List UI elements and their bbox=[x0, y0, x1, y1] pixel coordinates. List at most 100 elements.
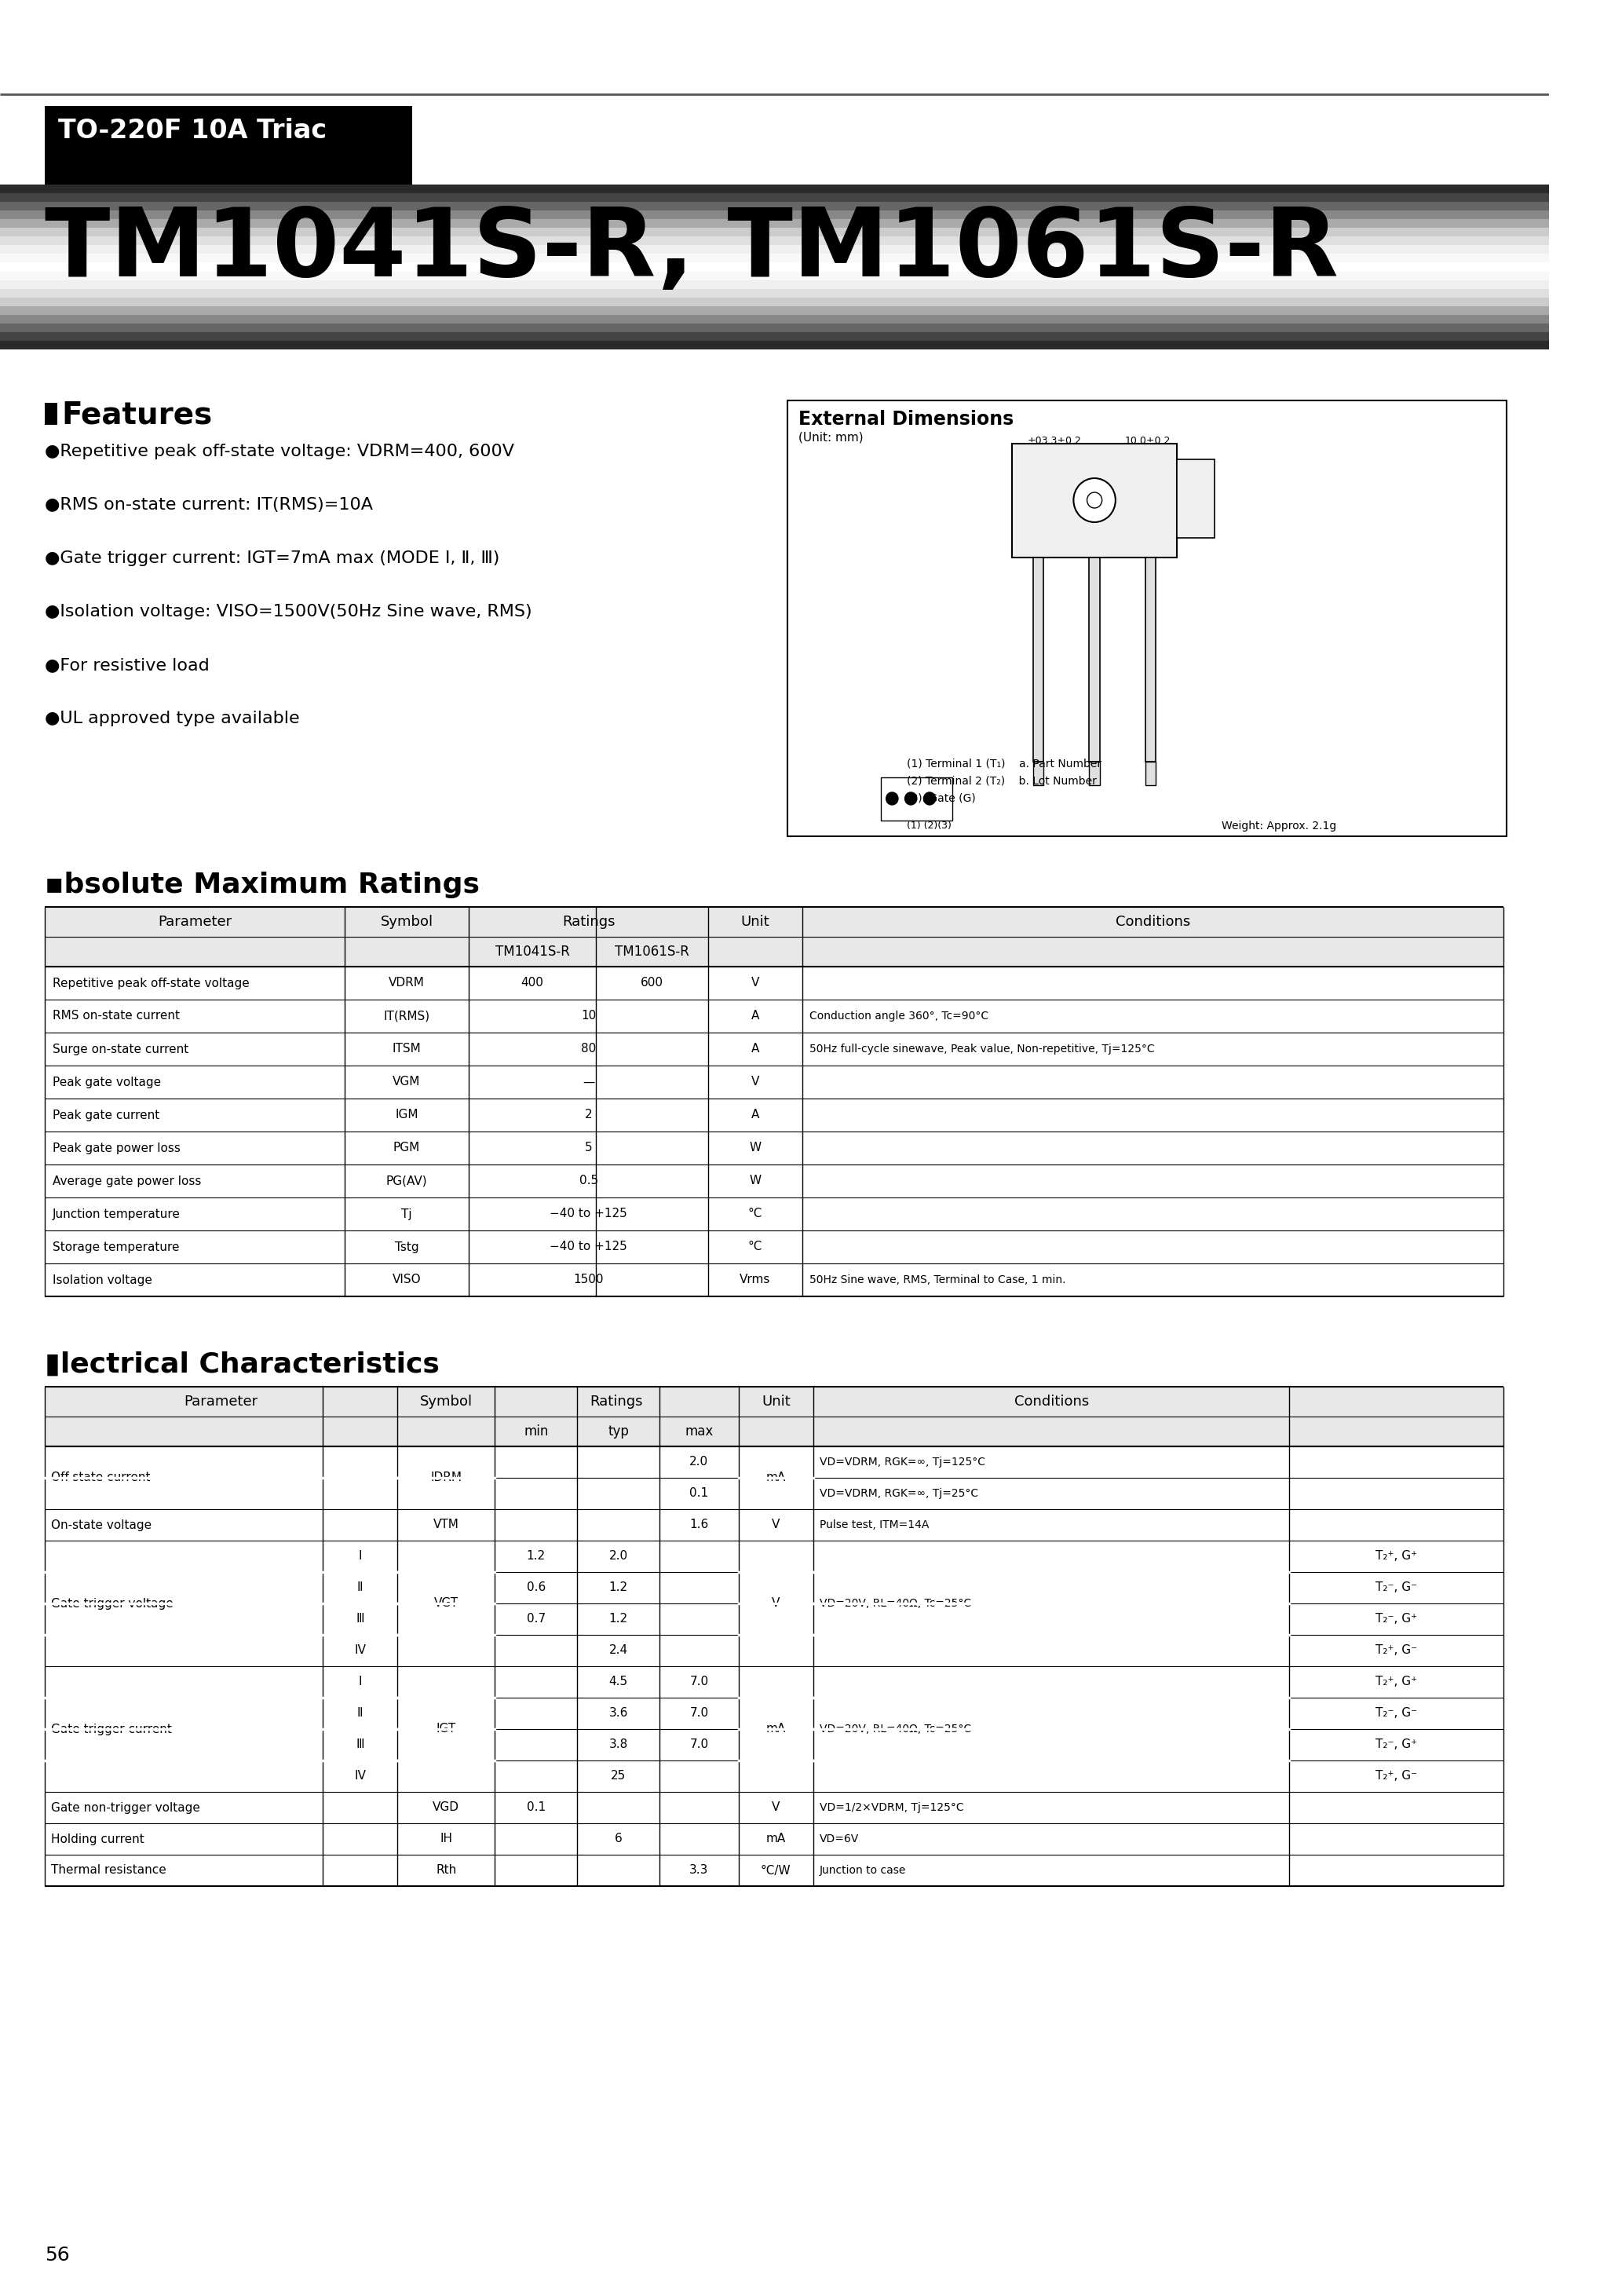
Text: PGM: PGM bbox=[393, 1141, 420, 1155]
Text: Thermal resistance: Thermal resistance bbox=[50, 1864, 165, 1876]
Text: IH: IH bbox=[440, 1832, 453, 1846]
Bar bbox=[0, 236, 1549, 246]
Text: ●Repetitive peak off-state voltage: VDRM=400, 600V: ●Repetitive peak off-state voltage: VDRM… bbox=[45, 443, 514, 459]
Text: V: V bbox=[751, 978, 759, 990]
Text: Holding current: Holding current bbox=[50, 1832, 144, 1846]
Bar bbox=[1012, 443, 1178, 558]
Text: Ratings: Ratings bbox=[590, 1394, 642, 1410]
Bar bbox=[0, 255, 1549, 264]
Bar bbox=[0, 298, 1549, 305]
Text: Conditions: Conditions bbox=[1014, 1394, 1088, 1410]
Text: 7.0: 7.0 bbox=[689, 1708, 709, 1720]
Text: Peak gate voltage: Peak gate voltage bbox=[52, 1077, 161, 1088]
Text: Average gate power loss: Average gate power loss bbox=[52, 1176, 201, 1187]
Text: TM1061S-R: TM1061S-R bbox=[615, 944, 689, 960]
Text: VDRM: VDRM bbox=[389, 978, 425, 990]
Text: 1.2: 1.2 bbox=[608, 1614, 628, 1626]
Text: 3.6: 3.6 bbox=[608, 1708, 628, 1720]
Bar bbox=[0, 202, 1549, 211]
Bar bbox=[45, 106, 412, 184]
Bar bbox=[0, 211, 1549, 220]
Text: 0.5: 0.5 bbox=[579, 1176, 599, 1187]
Text: Rth: Rth bbox=[436, 1864, 456, 1876]
Text: 10: 10 bbox=[581, 1010, 595, 1022]
Text: (Unit: mm): (Unit: mm) bbox=[798, 432, 863, 443]
Text: V: V bbox=[772, 1598, 780, 1609]
Text: ▪bsolute Maximum Ratings: ▪bsolute Maximum Ratings bbox=[45, 872, 480, 898]
Text: Vrms: Vrms bbox=[740, 1274, 770, 1286]
Text: Gate trigger current: Gate trigger current bbox=[50, 1724, 172, 1736]
Bar bbox=[0, 315, 1549, 324]
Text: On-state voltage: On-state voltage bbox=[50, 1520, 151, 1531]
Bar bbox=[0, 305, 1549, 315]
Bar bbox=[0, 193, 1549, 202]
Bar bbox=[0, 324, 1549, 333]
Bar bbox=[0, 333, 1549, 342]
Text: A: A bbox=[751, 1042, 759, 1054]
Text: ●Isolation voltage: VISO=1500V(50Hz Sine wave, RMS): ●Isolation voltage: VISO=1500V(50Hz Sine… bbox=[45, 604, 532, 620]
Text: mA: mA bbox=[766, 1832, 785, 1846]
Bar bbox=[1178, 459, 1215, 537]
Text: Ratings: Ratings bbox=[561, 914, 615, 930]
Text: 3.3: 3.3 bbox=[689, 1864, 709, 1876]
Text: 10.0±0.2: 10.0±0.2 bbox=[1124, 436, 1171, 445]
Text: TO-220F 10A Triac: TO-220F 10A Triac bbox=[58, 117, 328, 145]
Text: VGM: VGM bbox=[393, 1077, 420, 1088]
Circle shape bbox=[886, 792, 899, 806]
Text: 2.4: 2.4 bbox=[608, 1644, 628, 1655]
Text: V: V bbox=[772, 1520, 780, 1531]
Text: max: max bbox=[684, 1424, 714, 1440]
Text: ●RMS on-state current: IT(RMS)=10A: ●RMS on-state current: IT(RMS)=10A bbox=[45, 496, 373, 512]
Text: Weight: Approx. 2.1g: Weight: Approx. 2.1g bbox=[1221, 820, 1337, 831]
Bar bbox=[0, 271, 1549, 280]
Text: V: V bbox=[772, 1802, 780, 1814]
Bar bbox=[0, 340, 1549, 349]
Text: IT(RMS): IT(RMS) bbox=[383, 1010, 430, 1022]
Text: Peak gate power loss: Peak gate power loss bbox=[52, 1141, 180, 1155]
Bar bbox=[0, 218, 1549, 227]
Text: Ⅲ: Ⅲ bbox=[355, 1738, 363, 1750]
Text: W: W bbox=[749, 1141, 761, 1155]
Text: RMS on-state current: RMS on-state current bbox=[52, 1010, 180, 1022]
Text: A: A bbox=[751, 1010, 759, 1022]
Text: 2.0: 2.0 bbox=[689, 1456, 709, 1467]
Text: T₂⁻, G⁻: T₂⁻, G⁻ bbox=[1375, 1708, 1418, 1720]
Text: ▮lectrical Characteristics: ▮lectrical Characteristics bbox=[45, 1352, 440, 1378]
Text: 7.0: 7.0 bbox=[689, 1738, 709, 1750]
Bar bbox=[0, 262, 1549, 271]
Text: VISO: VISO bbox=[393, 1274, 422, 1286]
Circle shape bbox=[905, 792, 916, 806]
Text: Gate non-trigger voltage: Gate non-trigger voltage bbox=[50, 1802, 200, 1814]
Text: 1.6: 1.6 bbox=[689, 1520, 709, 1531]
Text: Ⅳ: Ⅳ bbox=[354, 1644, 365, 1655]
Text: Off-state current: Off-state current bbox=[50, 1472, 151, 1483]
Text: T₂⁻, G⁺: T₂⁻, G⁺ bbox=[1375, 1614, 1418, 1626]
Text: Tj: Tj bbox=[401, 1208, 412, 1219]
Text: VD=VDRM, RGK=∞, Tj=125°C: VD=VDRM, RGK=∞, Tj=125°C bbox=[819, 1456, 985, 1467]
Text: VD=1/2×VDRM, Tj=125°C: VD=1/2×VDRM, Tj=125°C bbox=[819, 1802, 963, 1814]
Text: (2) Terminal 2 (T₂)    b. Lot Number: (2) Terminal 2 (T₂) b. Lot Number bbox=[907, 776, 1096, 785]
Text: 1500: 1500 bbox=[573, 1274, 603, 1286]
Text: Ⅱ: Ⅱ bbox=[357, 1708, 363, 1720]
Text: °C: °C bbox=[748, 1242, 762, 1254]
Text: Ⅲ: Ⅲ bbox=[355, 1614, 363, 1626]
Text: T₂⁺, G⁺: T₂⁺, G⁺ bbox=[1375, 1676, 1418, 1688]
Bar bbox=[0, 246, 1549, 255]
Text: Symbol: Symbol bbox=[380, 914, 433, 930]
Text: Gate trigger voltage: Gate trigger voltage bbox=[50, 1598, 174, 1609]
Text: mA: mA bbox=[766, 1472, 785, 1483]
Text: 0.1: 0.1 bbox=[527, 1802, 545, 1814]
Text: Symbol: Symbol bbox=[420, 1394, 472, 1410]
Text: 5: 5 bbox=[584, 1141, 592, 1155]
Text: Parameter: Parameter bbox=[157, 914, 232, 930]
Text: mA: mA bbox=[766, 1724, 785, 1736]
Text: Isolation voltage: Isolation voltage bbox=[52, 1274, 152, 1286]
Text: (3). Gate (G): (3). Gate (G) bbox=[907, 792, 976, 804]
Text: Repetitive peak off-state voltage: Repetitive peak off-state voltage bbox=[52, 978, 250, 990]
Text: TM1041S-R, TM1061S-R: TM1041S-R, TM1061S-R bbox=[45, 204, 1338, 296]
Text: Ⅰ: Ⅰ bbox=[358, 1676, 362, 1688]
Text: Unit: Unit bbox=[761, 1394, 790, 1410]
Bar bbox=[0, 280, 1549, 289]
Text: ±03.3±0.2: ±03.3±0.2 bbox=[1027, 436, 1082, 445]
Text: Features: Features bbox=[62, 400, 212, 429]
